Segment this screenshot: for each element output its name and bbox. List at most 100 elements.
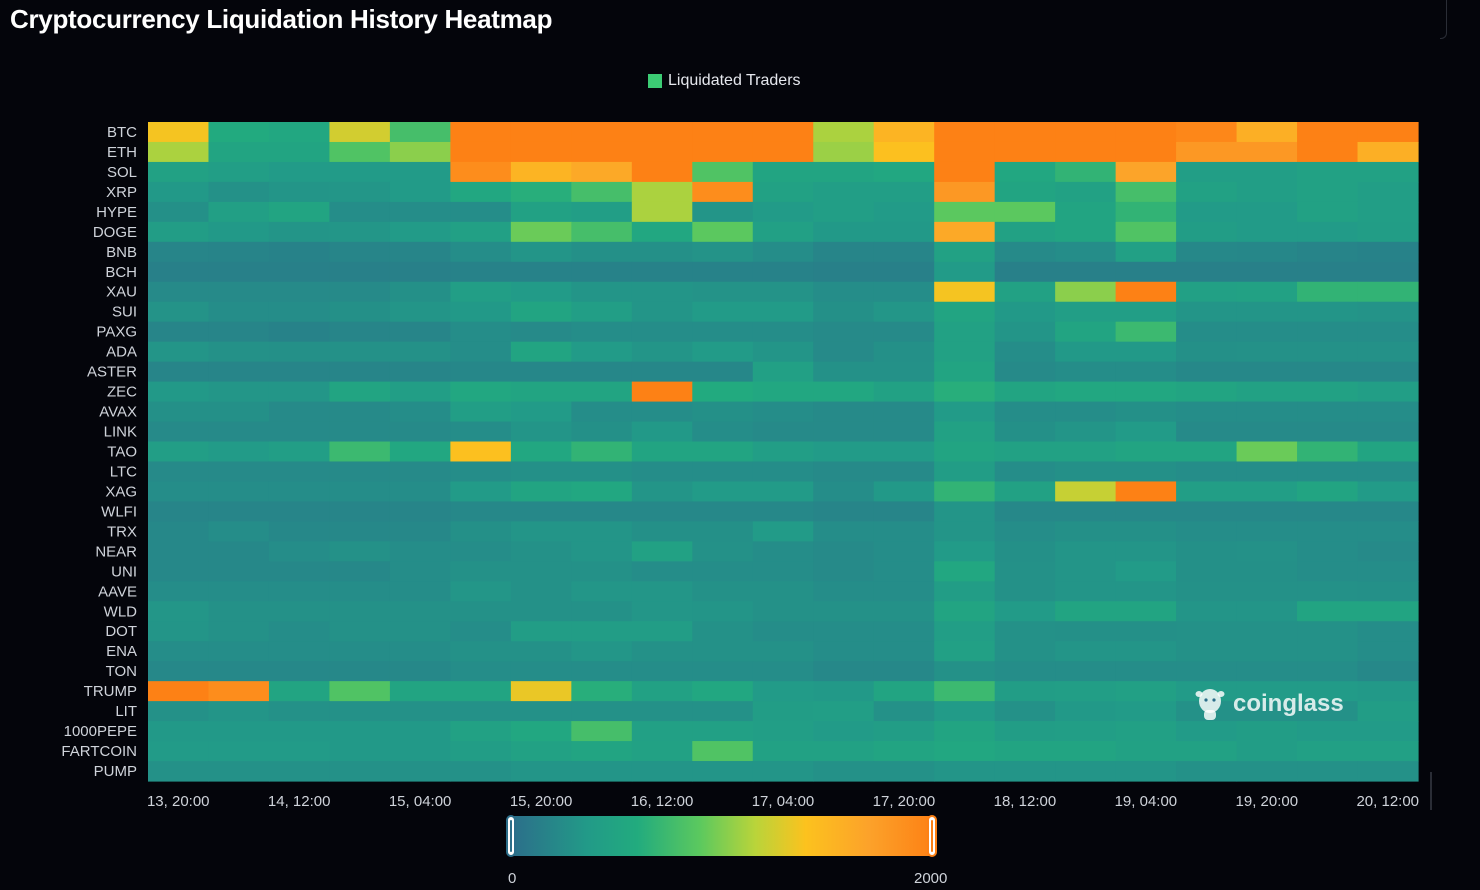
heatmap-cell[interactable]	[1297, 701, 1359, 722]
heatmap-cell[interactable]	[1357, 421, 1419, 443]
heatmap-cell[interactable]	[994, 541, 1056, 562]
heatmap-cell[interactable]	[813, 561, 875, 582]
heatmap-cell[interactable]	[934, 761, 996, 782]
heatmap-cell[interactable]	[268, 341, 331, 363]
heatmap-cell[interactable]	[208, 221, 270, 243]
heatmap-cell[interactable]	[571, 461, 633, 483]
heatmap-cell[interactable]	[934, 701, 996, 722]
heatmap-cell[interactable]	[1115, 201, 1177, 223]
heatmap-cell[interactable]	[510, 441, 572, 463]
heatmap-cell[interactable]	[1297, 161, 1359, 183]
heatmap-cell[interactable]	[148, 641, 210, 662]
heatmap-cell[interactable]	[450, 621, 512, 642]
heatmap-cell[interactable]	[1297, 301, 1359, 323]
heatmap-cell[interactable]	[1055, 301, 1117, 323]
heatmap-cell[interactable]	[1115, 501, 1177, 522]
heatmap-cell[interactable]	[389, 281, 451, 303]
heatmap-cell[interactable]	[934, 161, 996, 183]
heatmap-cell[interactable]	[1176, 421, 1238, 443]
heatmap-cell[interactable]	[1055, 741, 1117, 762]
heatmap-cell[interactable]	[1236, 221, 1298, 243]
heatmap-cell[interactable]	[1115, 141, 1177, 163]
heatmap-cell[interactable]	[1055, 561, 1117, 582]
heatmap-cell[interactable]	[994, 721, 1056, 742]
heatmap-cell[interactable]	[148, 681, 210, 702]
heatmap-cell[interactable]	[1055, 221, 1117, 243]
heatmap-cell[interactable]	[268, 561, 331, 582]
heatmap-cell[interactable]	[268, 721, 331, 742]
heatmap-cell[interactable]	[1115, 701, 1177, 722]
heatmap-cell[interactable]	[934, 301, 996, 323]
heatmap-cell[interactable]	[873, 301, 935, 323]
heatmap-cell[interactable]	[268, 261, 331, 283]
heatmap-cell[interactable]	[813, 761, 875, 782]
heatmap-cell[interactable]	[692, 641, 754, 662]
heatmap-cell[interactable]	[389, 661, 451, 682]
heatmap-cell[interactable]	[1357, 201, 1419, 223]
heatmap-cell[interactable]	[571, 201, 633, 223]
heatmap-cell[interactable]	[1115, 281, 1177, 303]
heatmap-cell[interactable]	[389, 301, 451, 323]
heatmap-cell[interactable]	[571, 581, 633, 602]
heatmap-cell[interactable]	[450, 441, 512, 463]
heatmap-cell[interactable]	[148, 741, 210, 762]
heatmap-cell[interactable]	[873, 661, 935, 682]
heatmap-cell[interactable]	[1176, 221, 1238, 243]
heatmap-cell[interactable]	[1357, 701, 1419, 722]
heatmap-cell[interactable]	[631, 501, 693, 522]
heatmap-cell[interactable]	[510, 261, 572, 283]
heatmap-cell[interactable]	[752, 541, 814, 562]
heatmap-cell[interactable]	[1236, 601, 1298, 622]
heatmap-cell[interactable]	[873, 181, 935, 203]
heatmap-cell[interactable]	[571, 441, 633, 463]
heatmap-cell[interactable]	[1297, 122, 1359, 143]
heatmap-cell[interactable]	[692, 141, 754, 163]
heatmap-cell[interactable]	[208, 501, 270, 522]
heatmap-cell[interactable]	[571, 381, 633, 403]
heatmap-cell[interactable]	[1055, 701, 1117, 722]
heatmap-cell[interactable]	[571, 481, 633, 503]
heatmap-cell[interactable]	[873, 601, 935, 622]
heatmap-cell[interactable]	[1055, 521, 1117, 542]
heatmap-cell[interactable]	[994, 281, 1056, 303]
heatmap-cell[interactable]	[389, 241, 451, 263]
heatmap-cell[interactable]	[692, 761, 754, 782]
heatmap-cell[interactable]	[1236, 581, 1298, 602]
heatmap-cell[interactable]	[873, 561, 935, 582]
heatmap-cell[interactable]	[268, 181, 331, 203]
heatmap-cell[interactable]	[329, 661, 391, 682]
heatmap-cell[interactable]	[389, 381, 451, 403]
heatmap-cell[interactable]	[813, 641, 875, 662]
heatmap-cell[interactable]	[389, 761, 451, 782]
heatmap-cell[interactable]	[692, 122, 754, 143]
heatmap-cell[interactable]	[268, 401, 331, 423]
heatmap-cell[interactable]	[1115, 721, 1177, 742]
heatmap-cell[interactable]	[268, 581, 331, 602]
heatmap-cell[interactable]	[571, 681, 633, 702]
heatmap-cell[interactable]	[208, 461, 270, 483]
heatmap-cell[interactable]	[1055, 321, 1117, 343]
heatmap-cell[interactable]	[148, 321, 210, 343]
heatmap-cell[interactable]	[752, 621, 814, 642]
heatmap-cell[interactable]	[813, 401, 875, 423]
heatmap-cell[interactable]	[692, 621, 754, 642]
heatmap-cell[interactable]	[631, 721, 693, 742]
heatmap-cell[interactable]	[873, 541, 935, 562]
heatmap-cell[interactable]	[692, 281, 754, 303]
heatmap-cell[interactable]	[692, 601, 754, 622]
heatmap-cell[interactable]	[873, 501, 935, 522]
heatmap-cell[interactable]	[934, 601, 996, 622]
heatmap-cell[interactable]	[934, 661, 996, 682]
heatmap-cell[interactable]	[1357, 281, 1419, 303]
heatmap-cell[interactable]	[631, 341, 693, 363]
heatmap-cell[interactable]	[510, 641, 572, 662]
heatmap-cell[interactable]	[631, 181, 693, 203]
heatmap-cell[interactable]	[692, 341, 754, 363]
heatmap-cell[interactable]	[1176, 741, 1238, 762]
heatmap-cell[interactable]	[1115, 122, 1177, 143]
heatmap-cell[interactable]	[510, 241, 572, 263]
heatmap-cell[interactable]	[1055, 501, 1117, 522]
heatmap-cell[interactable]	[1176, 341, 1238, 363]
heatmap-cell[interactable]	[813, 601, 875, 622]
heatmap-cell[interactable]	[571, 761, 633, 782]
